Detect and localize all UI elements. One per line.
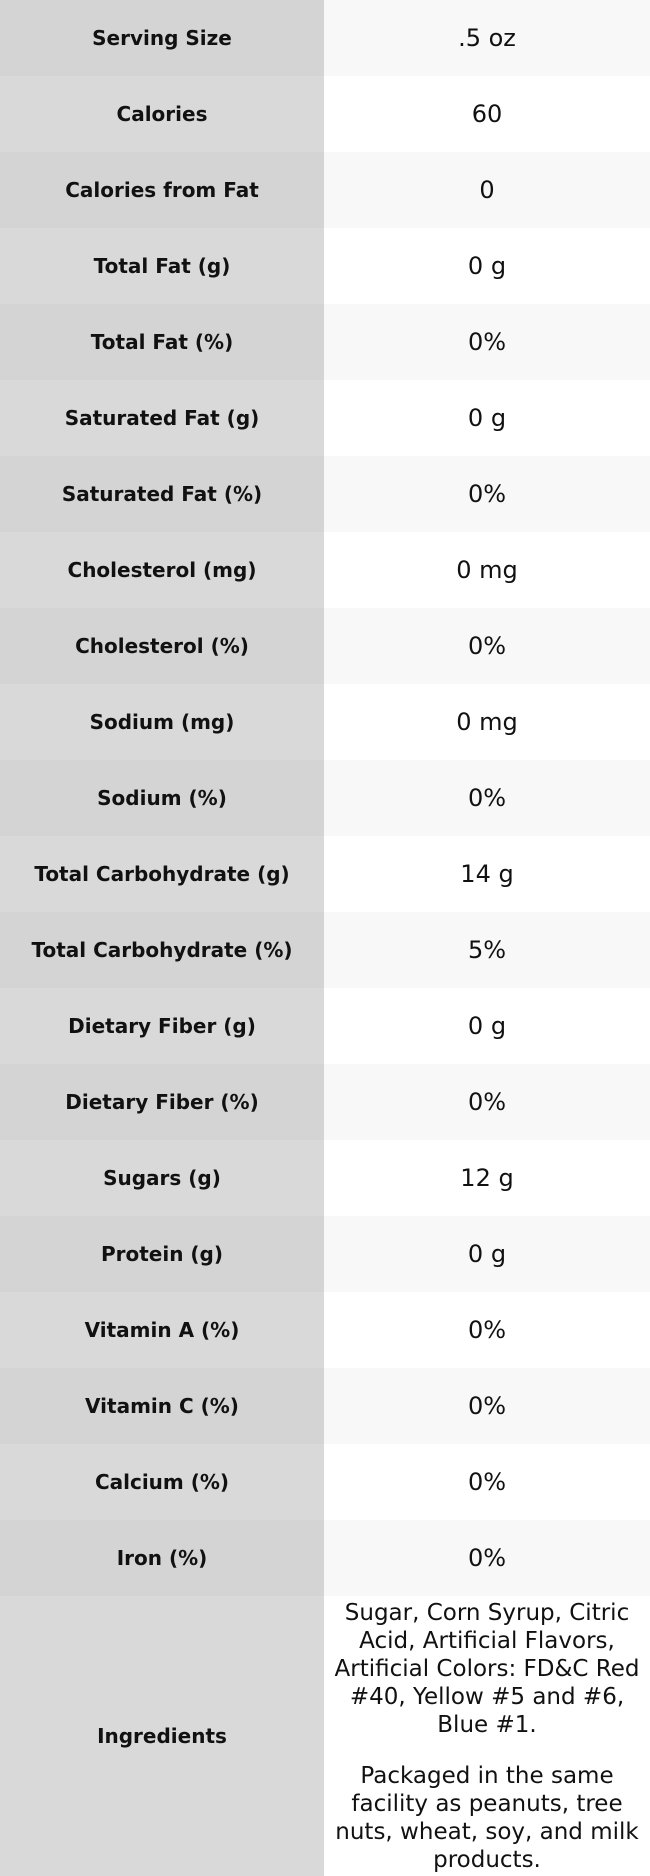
row-label: Vitamin A (%): [0, 1292, 324, 1368]
table-row: Iron (%) 0%: [0, 1520, 650, 1596]
row-label: Total Fat (%): [0, 304, 324, 380]
row-value: 0%: [324, 1444, 650, 1520]
row-value: 0%: [324, 1064, 650, 1140]
row-label: Iron (%): [0, 1520, 324, 1596]
row-label: Sugars (g): [0, 1140, 324, 1216]
table-row: Vitamin C (%) 0%: [0, 1368, 650, 1444]
row-value: 5%: [324, 912, 650, 988]
table-row: Saturated Fat (%) 0%: [0, 456, 650, 532]
row-value: 0: [324, 152, 650, 228]
table-row: Dietary Fiber (g) 0 g: [0, 988, 650, 1064]
table-row: Sodium (%) 0%: [0, 760, 650, 836]
table-row: Calcium (%) 0%: [0, 1444, 650, 1520]
row-label: Total Fat (g): [0, 228, 324, 304]
row-value: 0 g: [324, 380, 650, 456]
row-label: Calories: [0, 76, 324, 152]
table-row: Total Fat (%) 0%: [0, 304, 650, 380]
row-label: Sodium (%): [0, 760, 324, 836]
row-label: Cholesterol (%): [0, 608, 324, 684]
row-value: 0 g: [324, 1216, 650, 1292]
row-value: 0 mg: [324, 684, 650, 760]
row-value: 0%: [324, 304, 650, 380]
row-label: Total Carbohydrate (g): [0, 836, 324, 912]
row-label: Vitamin C (%): [0, 1368, 324, 1444]
row-value: 0 mg: [324, 532, 650, 608]
row-label: Ingredients: [0, 1596, 324, 1876]
row-value: 12 g: [324, 1140, 650, 1216]
row-value: 0%: [324, 456, 650, 532]
table-row: Total Carbohydrate (%) 5%: [0, 912, 650, 988]
row-label: Total Carbohydrate (%): [0, 912, 324, 988]
row-value: 14 g: [324, 836, 650, 912]
row-label: Saturated Fat (%): [0, 456, 324, 532]
row-value: 60: [324, 76, 650, 152]
table-row: Ingredients Sugar, Corn Syrup, Citric Aci…: [0, 1596, 650, 1876]
table-row: Calories from Fat 0: [0, 152, 650, 228]
row-label: Dietary Fiber (g): [0, 988, 324, 1064]
row-label: Protein (g): [0, 1216, 324, 1292]
table-row: Total Fat (g) 0 g: [0, 228, 650, 304]
table-row: Calories 60: [0, 76, 650, 152]
row-value: 0%: [324, 1292, 650, 1368]
row-value: 0 g: [324, 228, 650, 304]
row-value: Sugar, Corn Syrup, Citric Acid, Artifici…: [324, 1596, 650, 1876]
row-value: 0%: [324, 608, 650, 684]
table-row: Sugars (g) 12 g: [0, 1140, 650, 1216]
row-value: .5 oz: [324, 0, 650, 76]
row-value: 0%: [324, 760, 650, 836]
table-row: Vitamin A (%) 0%: [0, 1292, 650, 1368]
row-value: 0 g: [324, 988, 650, 1064]
row-label: Dietary Fiber (%): [0, 1064, 324, 1140]
ingredients-text: Sugar, Corn Syrup, Citric Acid, Artifici…: [334, 1599, 640, 1738]
table-row: Protein (g) 0 g: [0, 1216, 650, 1292]
table-row: Serving Size .5 oz: [0, 0, 650, 76]
ingredients-text: Packaged in the same facility as peanuts…: [335, 1762, 639, 1873]
row-value: 0%: [324, 1368, 650, 1444]
row-label: Sodium (mg): [0, 684, 324, 760]
row-label: Saturated Fat (g): [0, 380, 324, 456]
row-label: Serving Size: [0, 0, 324, 76]
table-row: Cholesterol (mg) 0 mg: [0, 532, 650, 608]
row-value: 0%: [324, 1520, 650, 1596]
table-row: Dietary Fiber (%) 0%: [0, 1064, 650, 1140]
row-label: Calcium (%): [0, 1444, 324, 1520]
table-row: Sodium (mg) 0 mg: [0, 684, 650, 760]
row-label: Calories from Fat: [0, 152, 324, 228]
table-row: Total Carbohydrate (g) 14 g: [0, 836, 650, 912]
table-row: Cholesterol (%) 0%: [0, 608, 650, 684]
row-label: Cholesterol (mg): [0, 532, 324, 608]
table-row: Saturated Fat (g) 0 g: [0, 380, 650, 456]
